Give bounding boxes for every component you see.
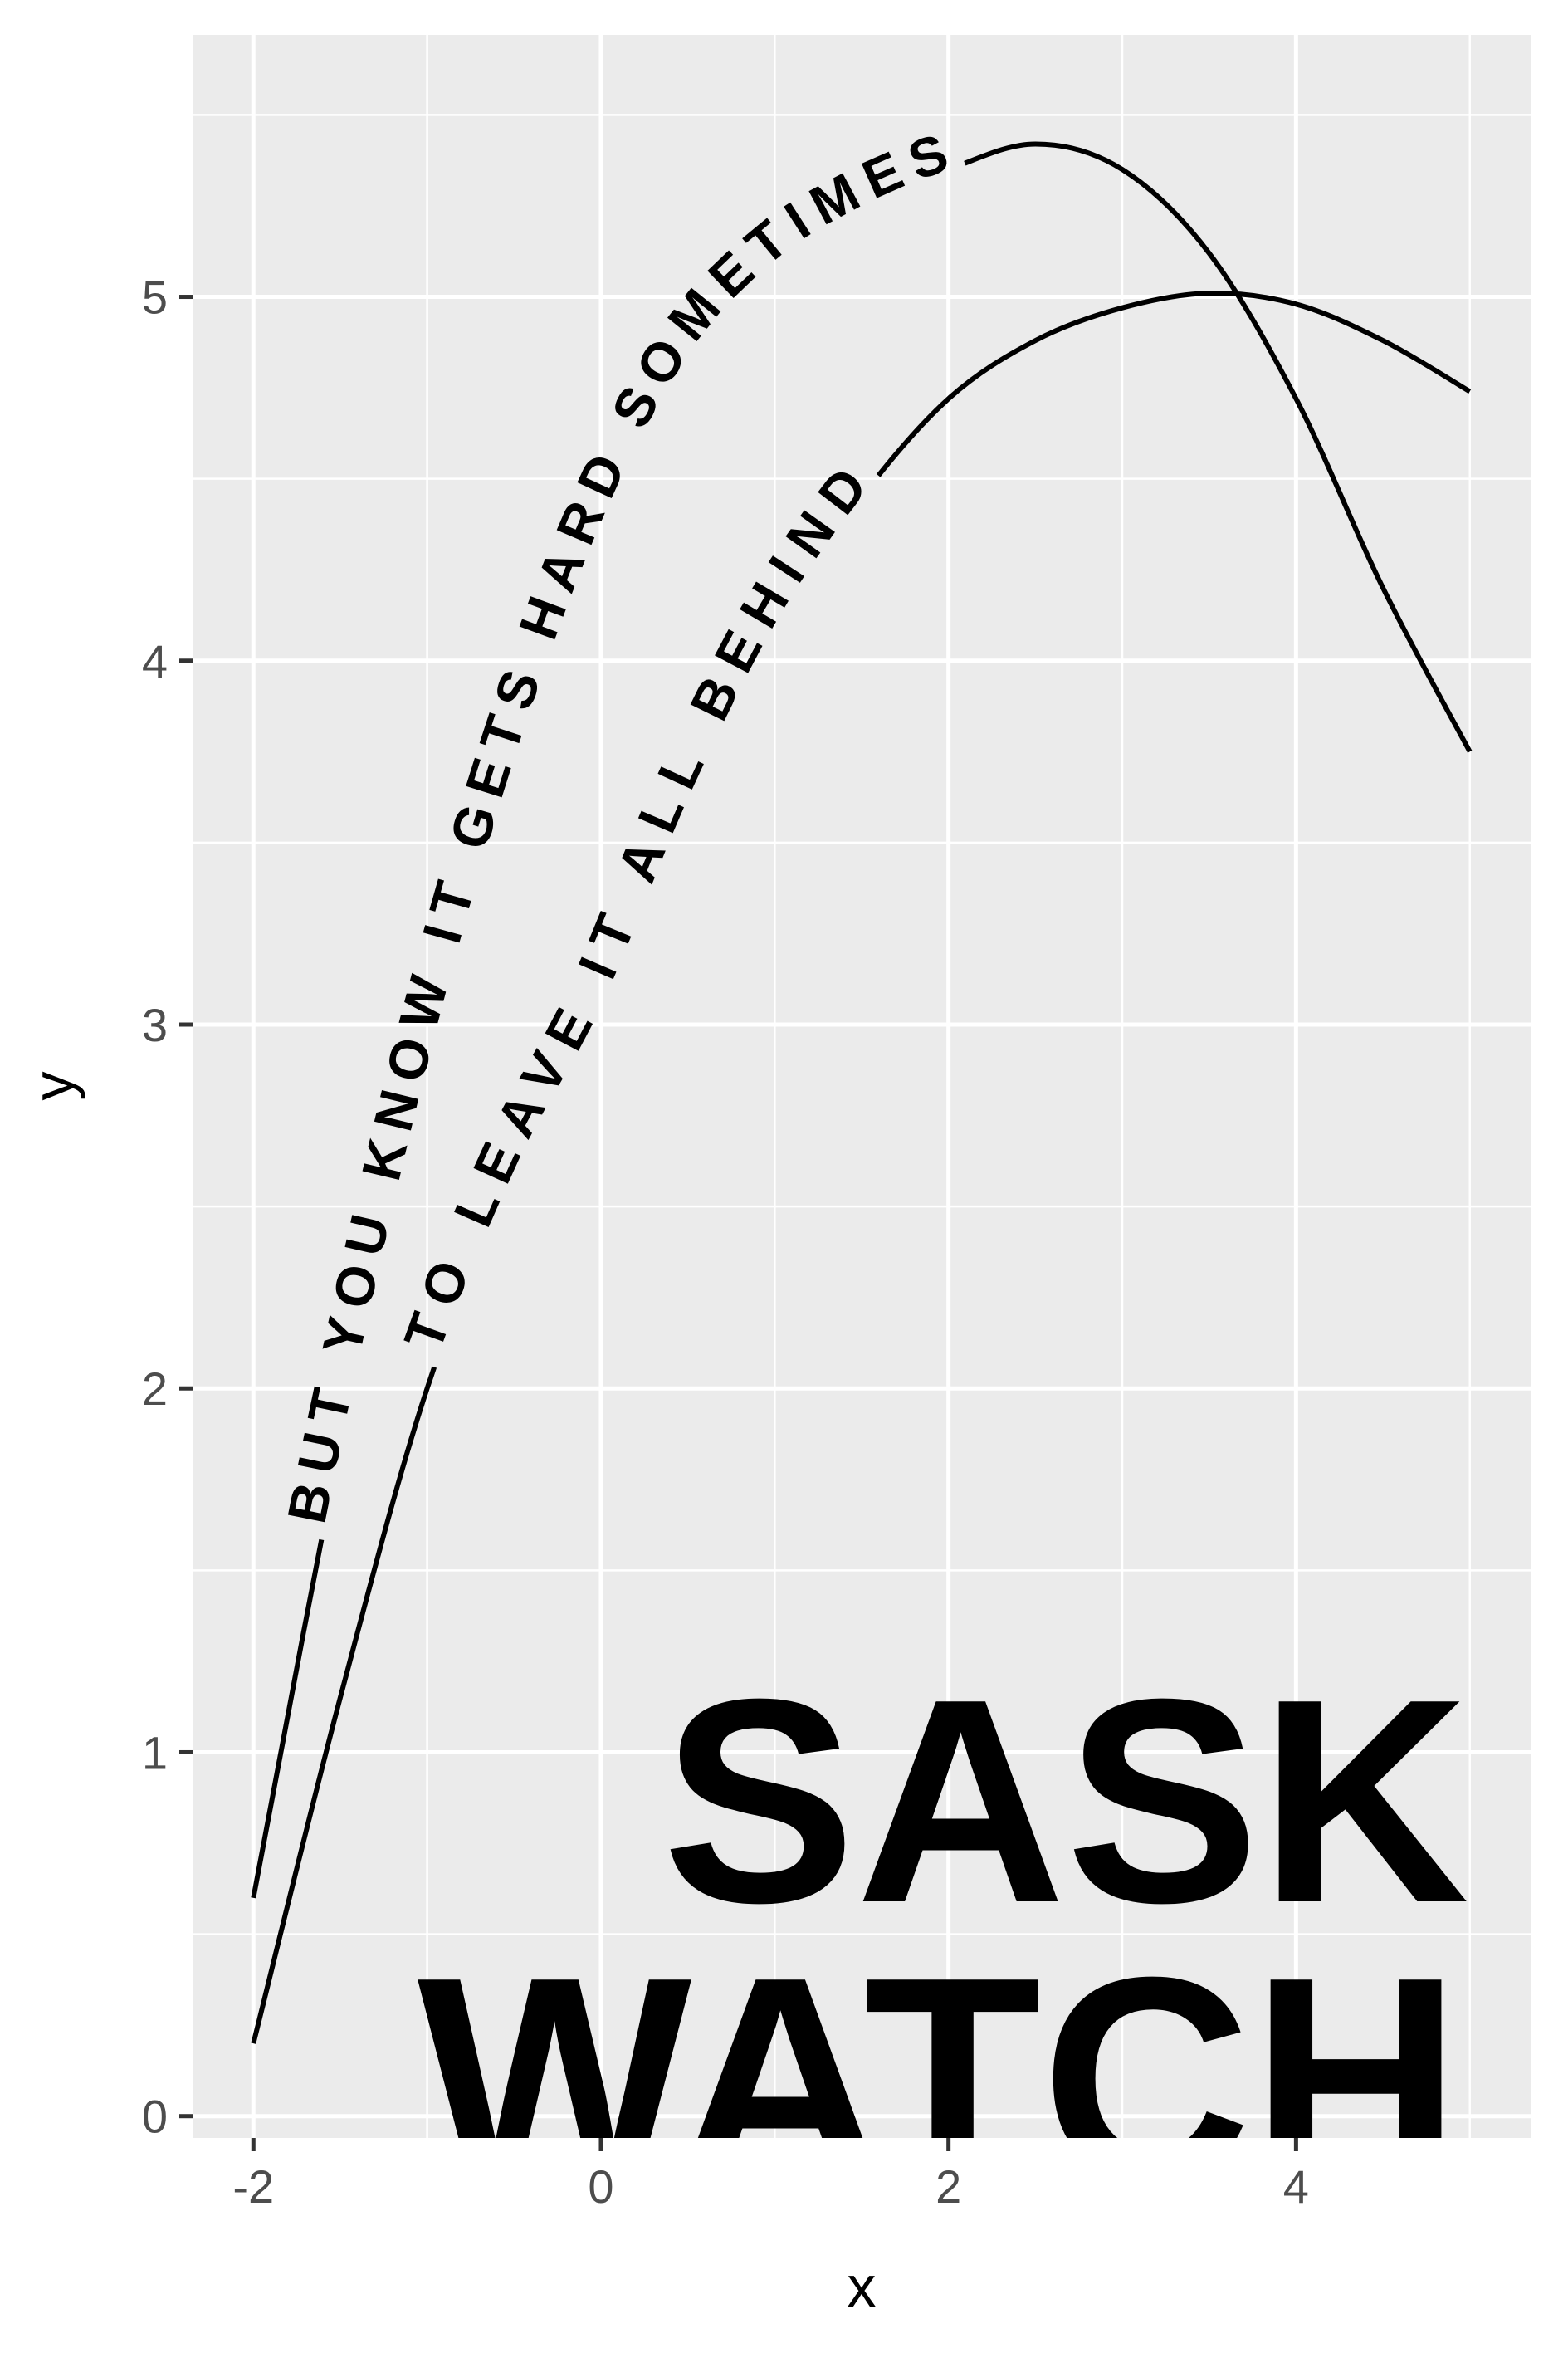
x-tick-label: 2 bbox=[935, 2160, 961, 2213]
x-tick-label: -2 bbox=[232, 2160, 274, 2213]
y-tick-label: 4 bbox=[142, 635, 168, 687]
series-line bbox=[251, 141, 1473, 1899]
series-line bbox=[251, 291, 1472, 2044]
x-tick-label: 0 bbox=[588, 2160, 613, 2213]
x-tick-label: 4 bbox=[1283, 2160, 1309, 2213]
axes: -2 0 2 4 0 1 2 3 4 5 bbox=[142, 272, 1309, 2213]
y-tick-label: 3 bbox=[142, 999, 168, 1051]
y-tick-label: 5 bbox=[142, 272, 168, 324]
panel-bottom-margin bbox=[0, 2138, 1568, 2353]
overlay-text-sask: SASK bbox=[662, 1639, 1469, 1964]
plot-panel bbox=[193, 35, 1531, 2138]
grid-lines bbox=[193, 35, 1531, 2138]
y-tick-label: 2 bbox=[142, 1362, 168, 1415]
x-axis-title: x bbox=[848, 2254, 877, 2319]
y-tick-label: 1 bbox=[142, 1726, 168, 1778]
y-tick-label: 0 bbox=[142, 2091, 168, 2143]
y-axis-title: y bbox=[21, 1072, 85, 1101]
